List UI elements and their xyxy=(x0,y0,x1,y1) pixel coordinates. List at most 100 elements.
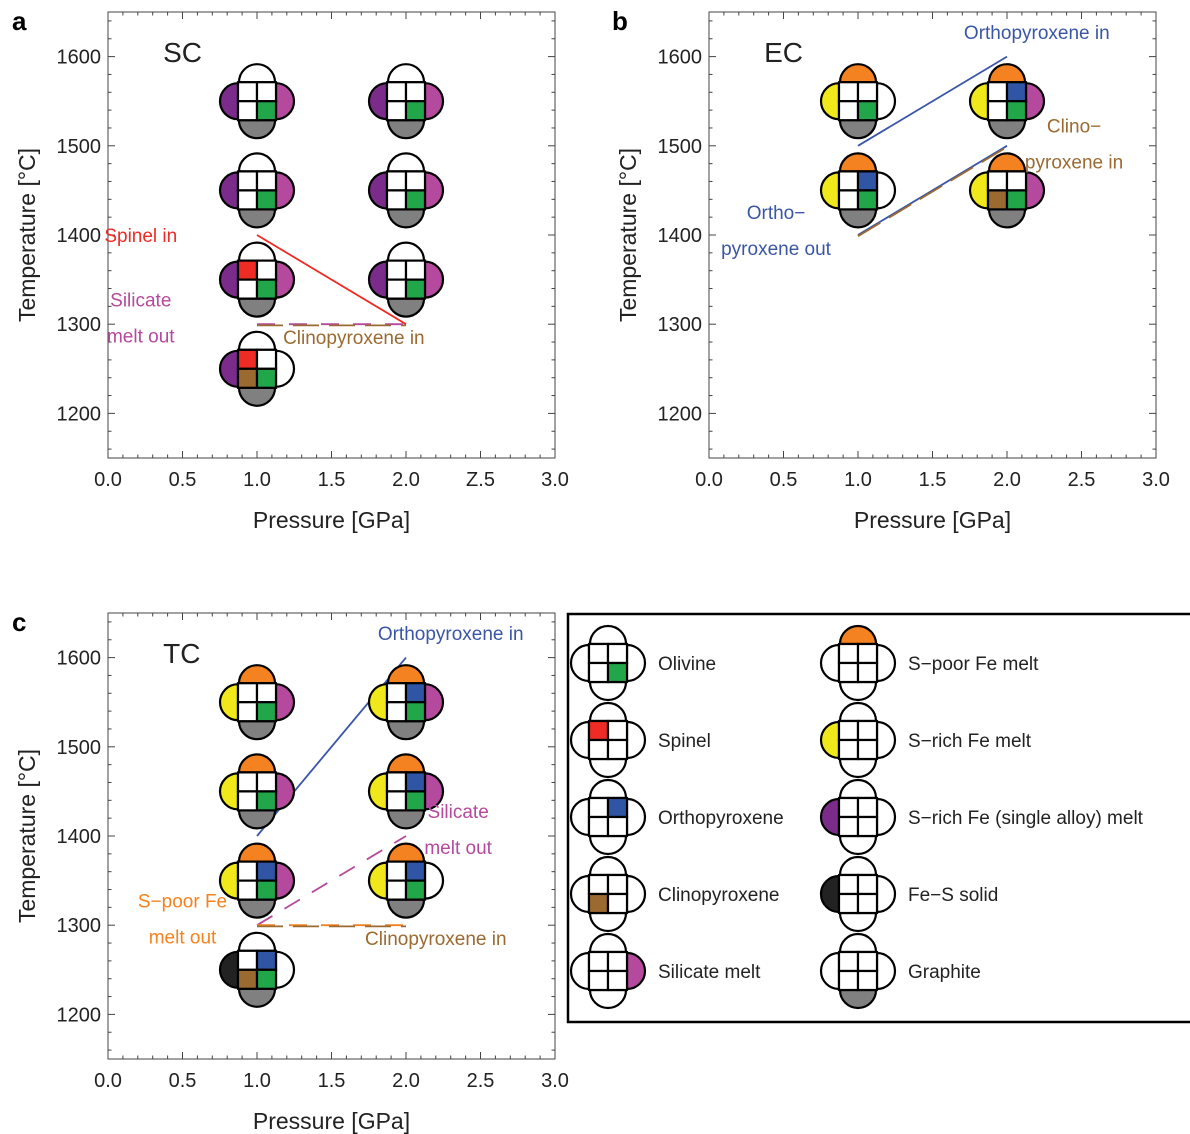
glyph-lobe xyxy=(875,643,897,683)
glyph-lobe xyxy=(274,772,296,811)
glyph-lobe xyxy=(386,720,426,741)
phase-boundary-line xyxy=(256,234,407,325)
glyph-lobe xyxy=(838,778,878,800)
phase-assemblage-marker xyxy=(218,931,296,1008)
annotation-label: Orthopyroxene in xyxy=(964,23,1110,44)
glyph-lobe xyxy=(367,171,389,210)
glyph-lobe xyxy=(386,241,426,262)
chart-title: SC xyxy=(163,37,202,68)
glyph-lobe xyxy=(423,861,445,900)
glyph-lobe xyxy=(819,874,841,914)
glyph-lobe xyxy=(218,260,240,299)
glyph-lobe xyxy=(588,855,628,877)
glyph-lobe xyxy=(838,63,878,84)
glyph-quadrant xyxy=(986,100,1009,122)
glyph-lobe xyxy=(819,797,841,837)
glyph-lobe xyxy=(237,119,277,140)
glyph-quadrant xyxy=(837,873,860,896)
glyph-quadrant xyxy=(856,815,879,838)
glyph-lobe xyxy=(569,874,591,914)
glyph-lobe xyxy=(819,82,841,121)
glyph-lobe xyxy=(274,82,296,121)
glyph-quadrant xyxy=(856,170,879,192)
glyph-quadrant xyxy=(385,278,408,300)
glyph-quadrant xyxy=(385,860,408,882)
glyph-lobe xyxy=(367,260,389,299)
phase-assemblage-marker xyxy=(218,241,296,318)
glyph-quadrant xyxy=(856,892,879,915)
glyph-lobe xyxy=(625,720,647,760)
glyph-quadrant xyxy=(856,719,879,742)
glyph-quadrant xyxy=(1005,189,1028,211)
glyph-lobe xyxy=(625,797,647,837)
x-tick-label: 0.5 xyxy=(169,1070,197,1092)
glyph-quadrant xyxy=(385,81,408,103)
glyph-lobe xyxy=(569,951,591,991)
glyph-quadrant xyxy=(255,189,278,211)
glyph-quadrant xyxy=(404,259,427,281)
phase-boundary-line xyxy=(256,835,407,926)
y-axis-label: Temperature [°C] xyxy=(14,148,40,322)
glyph-lobe xyxy=(423,683,445,722)
phase-assemblage-marker xyxy=(367,664,445,741)
glyph-quadrant xyxy=(385,879,408,901)
glyph-quadrant xyxy=(404,189,427,211)
glyph-quadrant xyxy=(587,642,610,665)
legend-label: Fe−S solid xyxy=(908,885,998,906)
phase-assemblage-marker xyxy=(819,63,897,140)
glyph-lobe xyxy=(987,63,1027,84)
glyph-quadrant xyxy=(236,701,259,723)
glyph-lobe xyxy=(237,720,277,741)
glyph-quadrant xyxy=(837,661,860,684)
glyph-lobe xyxy=(588,701,628,723)
glyph-lobe xyxy=(588,778,628,800)
glyph-lobe xyxy=(1024,82,1046,121)
glyph-quadrant xyxy=(606,661,629,684)
glyph-lobe xyxy=(838,701,878,723)
glyph-lobe xyxy=(987,152,1027,173)
x-tick-label: 1.5 xyxy=(318,1070,346,1092)
glyph-lobe xyxy=(588,932,628,954)
x-tick-label: 0.0 xyxy=(94,1070,122,1092)
y-tick-label: 1400 xyxy=(57,225,102,247)
glyph-lobe xyxy=(819,720,841,760)
glyph-lobe xyxy=(423,260,445,299)
phase-assemblage-marker xyxy=(218,664,296,741)
glyph-lobe xyxy=(819,643,841,683)
glyph-lobe xyxy=(274,171,296,210)
glyph-quadrant xyxy=(606,642,629,665)
glyph-quadrant xyxy=(587,719,610,742)
glyph-lobe xyxy=(987,208,1027,229)
glyph-lobe xyxy=(838,855,878,877)
glyph-lobe xyxy=(838,911,878,933)
glyph-lobe xyxy=(386,119,426,140)
glyph-quadrant xyxy=(236,81,259,103)
glyph-quadrant xyxy=(404,100,427,122)
legend-swatch xyxy=(569,855,647,933)
glyph-lobe xyxy=(968,82,990,121)
glyph-lobe xyxy=(386,63,426,84)
glyph-quadrant xyxy=(255,771,278,793)
glyph-quadrant xyxy=(837,81,860,103)
glyph-lobe xyxy=(386,152,426,173)
glyph-quadrant xyxy=(385,170,408,192)
glyph-quadrant xyxy=(986,81,1009,103)
glyph-lobe xyxy=(838,988,878,1010)
glyph-lobe xyxy=(838,680,878,702)
glyph-lobe xyxy=(218,861,240,900)
glyph-lobe xyxy=(386,898,426,919)
y-axis-label: Temperature [°C] xyxy=(615,148,641,322)
glyph-lobe xyxy=(838,119,878,140)
annotation-label: Ortho− xyxy=(747,203,806,224)
glyph-quadrant xyxy=(404,771,427,793)
glyph-quadrant xyxy=(236,790,259,812)
glyph-lobe xyxy=(218,349,240,388)
glyph-lobe xyxy=(237,987,277,1008)
glyph-lobe xyxy=(838,624,878,646)
glyph-lobe xyxy=(386,809,426,830)
glyph-quadrant xyxy=(986,189,1009,211)
phase-assemblage-marker xyxy=(367,152,445,229)
glyph-lobe xyxy=(588,988,628,1010)
phase-assemblage-marker xyxy=(367,241,445,318)
panel-a: a 0.0 0.5 1.0 1.5 2.0 Z.5 3.0 1200 1300 1400 1500 16… xyxy=(12,6,569,533)
